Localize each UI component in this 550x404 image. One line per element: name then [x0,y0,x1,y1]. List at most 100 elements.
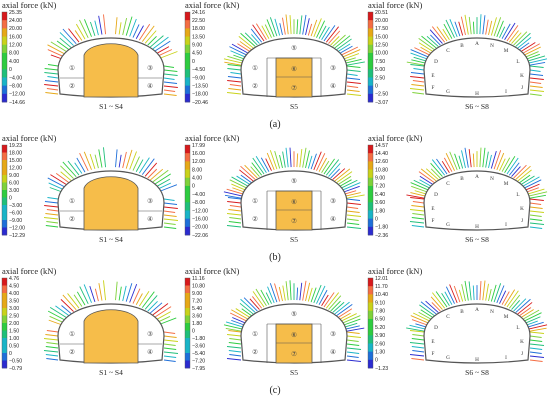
force-line [141,25,155,42]
force-line [325,26,339,43]
force-line [337,43,351,53]
stage-label: S5 [290,368,298,377]
force-line [420,301,437,315]
force-line [496,285,505,304]
color-bar-segment [185,69,190,78]
color-bar-tick: −12.00 [192,208,208,214]
section-letter: N [490,309,494,315]
force-line [226,346,242,349]
zone-number: ④ [330,82,336,90]
force-line [343,190,357,195]
color-bar-segment [368,36,373,46]
force-line [228,342,242,345]
color-bar-tick: 10.00 [375,51,388,57]
color-bar-tick: 12.00 [9,165,22,171]
section-letter: M [504,314,509,320]
force-line [345,327,365,332]
color-bar-segment [185,353,190,361]
color-bar-tick: 1.80 [192,321,202,327]
force-line [412,80,425,83]
force-line [226,225,242,228]
color-bar-tick: 0 [375,83,378,89]
color-bar-segment [368,210,373,220]
force-line [482,147,486,168]
force-line [152,169,169,183]
color-bar-tick: 3.00 [9,188,19,194]
color-bar-tick: 0 [375,216,378,222]
force-line [266,152,275,171]
force-line [346,335,362,338]
tunnel-section: ⑤ ⑥ ⑦ ① ② ③ ④ [240,303,348,364]
section-letter: M [504,48,509,54]
color-bar-segment [2,227,7,236]
color-bar-segment [2,152,7,161]
stage-label: S1 ~ S4 [99,235,123,244]
force-line [302,147,307,168]
section-letter: E [431,339,434,345]
force-line [411,338,425,341]
force-line [493,150,502,170]
color-bar-segment [185,285,190,294]
force-line [44,68,59,71]
force-line [83,151,92,170]
force-line [46,358,59,361]
force-line [318,25,327,39]
force-line [227,76,242,79]
section-letter: F [432,351,435,357]
zone-number: ② [252,215,258,223]
force-fan [406,147,548,229]
force-line [528,61,546,66]
force-line [517,169,532,182]
force-line [278,286,283,302]
color-bar-segment [2,93,7,103]
force-line [346,331,360,334]
force-line [488,154,492,169]
force-line [460,16,466,36]
force-line [163,331,176,334]
force-line [226,213,242,216]
color-bar-tick: −5.40 [192,351,205,357]
force-line [511,166,521,177]
force-line [163,214,177,217]
force-line [75,23,86,40]
zone-number: ② [252,348,258,356]
force-line [431,302,441,312]
color-bar-segment [2,360,7,369]
force-line [458,21,464,36]
force-line [279,23,283,36]
color-bar-frame [367,144,374,236]
force-line [229,217,242,220]
force-line [46,342,59,345]
force-line [413,179,431,189]
color-bar-tick: −0.79 [9,366,22,372]
force-line [346,347,362,350]
force-line [413,68,425,71]
zone-number: ① [252,197,258,205]
color-bar-segment [2,220,7,228]
force-line [47,44,66,55]
section-letter: I [505,89,507,95]
stage-label: S6 ~ S8 [465,102,489,111]
force-line [441,160,450,174]
color-bar-tick: −0.50 [9,358,22,364]
force-line [163,210,176,213]
force-line [330,36,340,46]
color-bar: 17.99 16.00 12.00 8.00 4.00 0 −4.00 −8.00 −12.00… [184,143,208,239]
force-line [264,24,272,38]
force-line [47,310,66,321]
force-line [522,309,540,320]
force-line [163,339,179,342]
force-line [513,31,528,46]
force-line [115,17,118,35]
force-line [520,42,536,53]
force-line [341,315,361,324]
color-bar-tick: 17.50 [375,26,388,32]
force-line [251,296,263,309]
force-line [45,334,59,337]
force-line [336,38,352,51]
force-line [346,355,359,358]
force-line [442,28,450,41]
force-line [529,198,544,201]
